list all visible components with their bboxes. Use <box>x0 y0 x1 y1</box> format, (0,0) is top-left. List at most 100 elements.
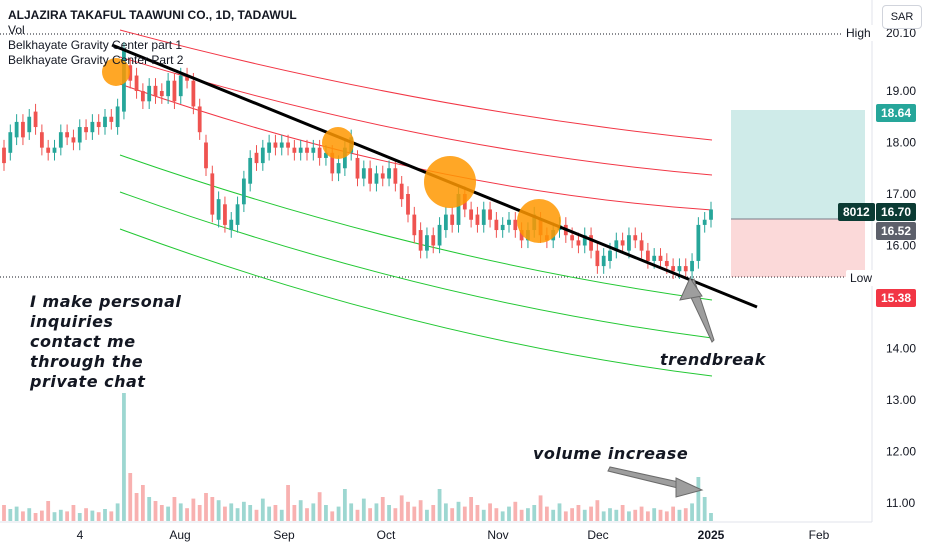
candle-body <box>216 199 221 220</box>
low-label: Low <box>846 270 877 286</box>
candle-body <box>305 147 309 153</box>
candle-body <box>677 266 682 272</box>
price-axis[interactable]: 11.0012.0013.0014.0015.0016.0017.0018.00… <box>886 26 916 510</box>
legend-item-vol[interactable]: Vol <box>8 23 25 37</box>
note-line: I make personal <box>30 292 182 311</box>
candle-body <box>84 127 88 133</box>
volume-bar <box>387 505 391 521</box>
legend-item-gravity-2[interactable]: Belkhayate Gravity Center Part 2 <box>8 53 184 67</box>
time-tick-label: Aug <box>169 528 190 542</box>
candle-body <box>109 116 114 122</box>
volume-bar <box>197 505 202 521</box>
volume-bar <box>349 503 354 521</box>
legend-item-gravity-1[interactable]: Belkhayate Gravity Center part 1 <box>8 38 183 52</box>
upper-band-3 <box>119 83 713 211</box>
candle-body <box>374 173 379 184</box>
candle-body <box>273 142 278 148</box>
candle-body <box>481 209 486 225</box>
candle-body <box>166 80 171 97</box>
candle-body <box>494 219 499 231</box>
candle-body <box>77 127 82 143</box>
candle-body <box>639 240 644 251</box>
candle-body <box>519 230 524 241</box>
volume-bar <box>544 506 549 521</box>
stop-zone[interactable] <box>731 219 865 277</box>
lower-band-1 <box>119 154 713 301</box>
volume-bar <box>311 503 316 521</box>
candle-body <box>298 147 303 153</box>
volume-bar <box>557 503 562 521</box>
volume-bar <box>52 512 57 521</box>
volume-bars <box>2 393 713 521</box>
stop-price-tag: 15.38 <box>876 289 917 307</box>
price-tick-label: 20.10 <box>886 26 916 40</box>
candle-body <box>311 147 316 153</box>
candle-body <box>153 85 158 97</box>
candle-body <box>254 152 259 164</box>
price-tick-label: 17.00 <box>886 187 916 201</box>
volume-bar <box>494 508 499 521</box>
candle-body <box>683 266 688 272</box>
volume-bar <box>159 505 164 521</box>
candle-body <box>39 132 44 148</box>
candle-body <box>601 255 606 267</box>
volume-bar <box>336 506 341 521</box>
candle-body <box>90 121 95 133</box>
candle-body <box>52 147 57 153</box>
volume-bar <box>248 505 253 521</box>
lower-band-2 <box>119 191 713 339</box>
candle-body <box>33 111 38 128</box>
volume-bar <box>431 505 436 521</box>
time-tick-label: Nov <box>487 528 508 542</box>
candle-body <box>210 173 215 215</box>
volume-bar <box>273 505 278 521</box>
volume-bar <box>166 506 171 521</box>
volume-bar <box>462 506 467 521</box>
volume-bar <box>627 511 631 521</box>
time-axis[interactable]: 4 Aug Sep Oct Nov Dec 2025 Feb <box>77 528 830 542</box>
candle-body <box>241 178 246 205</box>
volume-bar <box>128 473 133 521</box>
volume-bar <box>14 506 19 521</box>
volume-bar <box>260 498 265 521</box>
symbol-title[interactable]: ALJAZIRA TAKAFUL TAAWUNI CO., 1D, TADAWU… <box>8 8 297 22</box>
candle-body <box>507 219 511 225</box>
volume-bar <box>103 509 107 521</box>
time-tick-label: Sep <box>273 528 295 542</box>
candle-body <box>342 147 347 169</box>
candle-body <box>103 116 107 128</box>
volume-bar <box>147 497 152 521</box>
volume-bar <box>538 495 543 521</box>
target-zone[interactable] <box>731 110 865 219</box>
note-line: contact me <box>30 332 136 351</box>
upper-band-1 <box>119 29 713 141</box>
trendbreak-label: trendbreak <box>660 350 766 369</box>
touch-circle <box>424 156 476 208</box>
volume-bar <box>639 506 644 521</box>
time-tick-label: Oct <box>377 528 396 542</box>
volume-bar <box>513 501 518 521</box>
volume-bar <box>570 508 575 521</box>
volume-bar <box>532 505 537 521</box>
currency-button[interactable]: SAR <box>882 5 922 29</box>
candle-body <box>204 142 208 169</box>
candle-body <box>608 250 612 261</box>
volume-bar <box>241 501 246 521</box>
volume-bar <box>8 509 13 521</box>
candle-body <box>664 260 669 267</box>
price-tick-label: 12.00 <box>886 445 916 459</box>
volume-bar <box>526 508 530 521</box>
volume-bar <box>469 497 474 521</box>
volume-bar <box>406 501 410 521</box>
candle-body <box>614 240 619 251</box>
lower-band-3 <box>119 228 713 377</box>
volume-bar <box>96 512 101 521</box>
volume-bar <box>608 508 612 521</box>
candle-body <box>58 132 63 148</box>
volume-bar <box>90 510 95 521</box>
volume-bar <box>418 500 423 521</box>
candle-body <box>355 157 360 179</box>
candle-body <box>147 85 152 102</box>
price-tick-label: 14.00 <box>886 342 916 356</box>
